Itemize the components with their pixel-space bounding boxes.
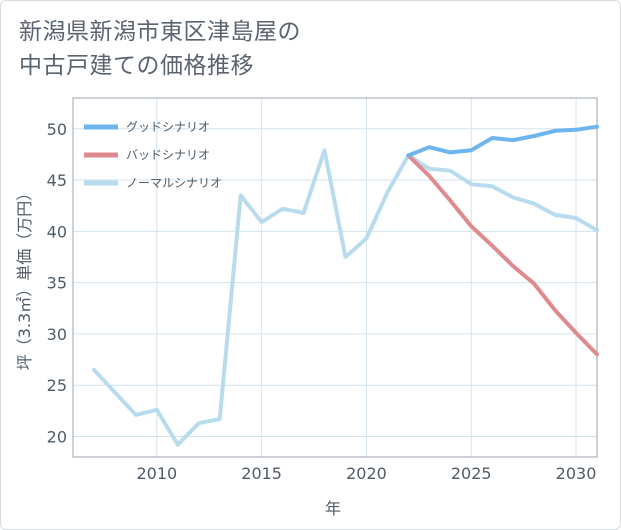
y-tick-label: 25 [47, 376, 67, 395]
y-tick-label: 50 [47, 120, 67, 139]
legend-label-bad: バッドシナリオ [126, 148, 210, 162]
y-tick-label: 20 [47, 427, 67, 446]
chart-title-line2: 中古戸建ての価格推移 [19, 53, 254, 79]
chart-title-line1: 新潟県新潟市東区津島屋の [19, 19, 301, 45]
plot-frame [72, 97, 598, 458]
y-tick-label: 30 [47, 325, 67, 344]
y-tick-label: 35 [47, 274, 67, 293]
series-line-bad [406, 153, 599, 357]
y-axis-title: 坪（3.3㎡）単価（万円） [15, 185, 34, 370]
x-tick-label: 2010 [136, 464, 177, 483]
series-line-good [406, 124, 599, 158]
chart-title: 新潟県新潟市東区津島屋の 中古戸建ての価格推移 [19, 15, 579, 83]
x-tick-label: 2030 [556, 464, 597, 483]
x-tick-label: 2025 [451, 464, 492, 483]
y-tick-label: 45 [47, 171, 67, 190]
x-tick-label: 2020 [346, 464, 387, 483]
legend-label-good: グッドシナリオ [126, 120, 210, 134]
y-tick-label: 40 [47, 222, 67, 241]
x-axis-title: 年 [325, 499, 341, 518]
legend-label-normal: ノーマルシナリオ [126, 176, 222, 190]
series-line-normal [92, 148, 599, 447]
x-tick-label: 2015 [241, 464, 282, 483]
